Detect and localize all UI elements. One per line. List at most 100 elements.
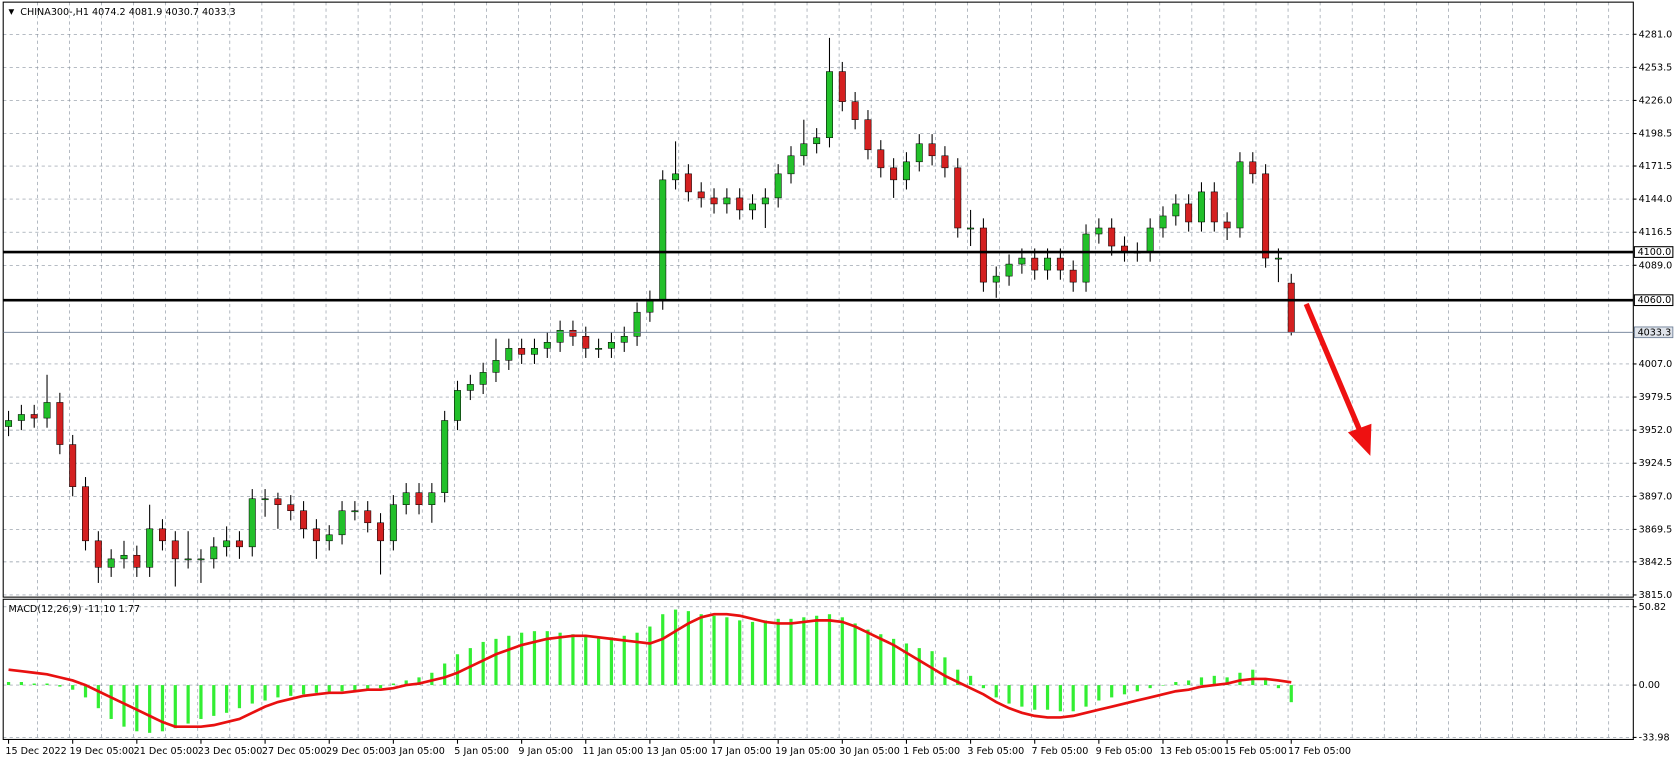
candle-body (1185, 203, 1193, 223)
close-value: 4033.3 (202, 7, 236, 18)
candle-body (697, 191, 705, 199)
macd-bar (378, 685, 383, 689)
y-tick-label: 0.00 (1639, 680, 1660, 691)
macd-bar (507, 635, 511, 686)
candle-body (518, 348, 526, 355)
macd-bar (725, 617, 729, 686)
macd-bar (1058, 685, 1062, 712)
candle-body (1287, 282, 1295, 333)
candle-body (607, 342, 615, 349)
y-tick-label: 4253.5 (1639, 62, 1673, 73)
macd-bar (71, 685, 75, 690)
candle-body (928, 143, 936, 157)
y-tick-label: 3842.5 (1639, 557, 1673, 568)
macd-bar (738, 620, 742, 686)
macd-bar (1174, 681, 1178, 686)
level-label-box (1633, 294, 1674, 307)
macd-bar (109, 685, 113, 719)
macd-bar (417, 677, 421, 686)
x-tick-label: 15 Feb 05:00 (1224, 746, 1287, 757)
y-tick-label: 4007.0 (1639, 359, 1673, 370)
macd-bar (83, 685, 88, 698)
macd-bar (776, 618, 780, 686)
macd-bar (45, 683, 49, 686)
candle-body (967, 227, 975, 230)
candle-body (351, 510, 359, 513)
candle-body (646, 299, 654, 313)
candle-body (82, 486, 89, 542)
x-tick-label: 23 Dec 05:00 (198, 746, 263, 757)
candle-body (659, 179, 667, 301)
candle-body (5, 420, 13, 427)
candle-body (992, 275, 1000, 283)
x-tick-label: 3 Feb 05:00 (967, 746, 1024, 757)
candle-body (851, 101, 859, 120)
macd-bar (661, 614, 665, 686)
candle-body (69, 444, 77, 487)
candle-body (159, 528, 166, 542)
macd-bar (699, 614, 703, 686)
menu-triangle[interactable]: ▼ (9, 7, 15, 16)
candle-body (428, 492, 436, 505)
x-tick-label: 1 Feb 05:00 (903, 746, 960, 757)
candle-body (441, 420, 449, 493)
macd-bar (815, 615, 819, 686)
candle-body (133, 554, 141, 568)
y-tick-label: 3815.0 (1639, 590, 1673, 601)
candle-body (787, 155, 795, 175)
macd-bar (1135, 685, 1139, 692)
macd-bar (455, 654, 460, 686)
candle-body (261, 498, 269, 501)
macd-bar (558, 632, 562, 686)
candle-body (223, 540, 231, 548)
macd-bar (943, 657, 947, 686)
x-tick-label: 5 Jan 05:00 (454, 746, 509, 757)
candle-body (197, 558, 205, 561)
candle-body (1082, 233, 1090, 283)
candle-body (556, 329, 564, 343)
y-tick-label: 4171.5 (1639, 161, 1673, 172)
macd-bar (981, 685, 986, 689)
candle-body (505, 348, 513, 361)
candle-body (826, 71, 833, 139)
candle-body (274, 498, 282, 505)
macd-bar (1020, 685, 1024, 707)
macd-bar (1033, 685, 1037, 710)
candle-body (377, 522, 385, 542)
macd-bar (1238, 672, 1242, 686)
candle-body (672, 173, 680, 181)
candle-body (1172, 203, 1180, 217)
y-tick-label: 3924.5 (1639, 458, 1673, 469)
candle-body (287, 504, 295, 512)
macd-bar (584, 635, 588, 686)
y-tick-label: 4226.0 (1639, 95, 1673, 106)
macd-bar (212, 685, 216, 716)
candle-body (838, 71, 846, 102)
candle-body (30, 414, 38, 419)
candle-body (774, 173, 782, 199)
candle-body (915, 143, 923, 163)
macd-bar (481, 641, 485, 686)
candle-body (800, 143, 808, 157)
y-tick-label: 4144.0 (1639, 194, 1673, 205)
candle-body (749, 203, 756, 211)
candle-body (864, 119, 872, 151)
candle-body (543, 342, 551, 349)
current-price-box (1633, 326, 1674, 339)
macd-bar (314, 685, 319, 693)
x-tick-label: 27 Dec 05:00 (262, 746, 327, 757)
candle-body (43, 402, 51, 419)
macd-bar (1148, 685, 1152, 689)
macd-bar (199, 685, 203, 719)
macd-bar (353, 685, 357, 692)
candle-body (620, 336, 628, 343)
candle-body (1108, 227, 1116, 247)
candle-body (1095, 227, 1103, 235)
x-tick-label: 13 Feb 05:00 (1160, 746, 1223, 757)
candle-body (312, 528, 320, 542)
macd-bar (276, 685, 280, 698)
macd-bar (135, 685, 139, 732)
